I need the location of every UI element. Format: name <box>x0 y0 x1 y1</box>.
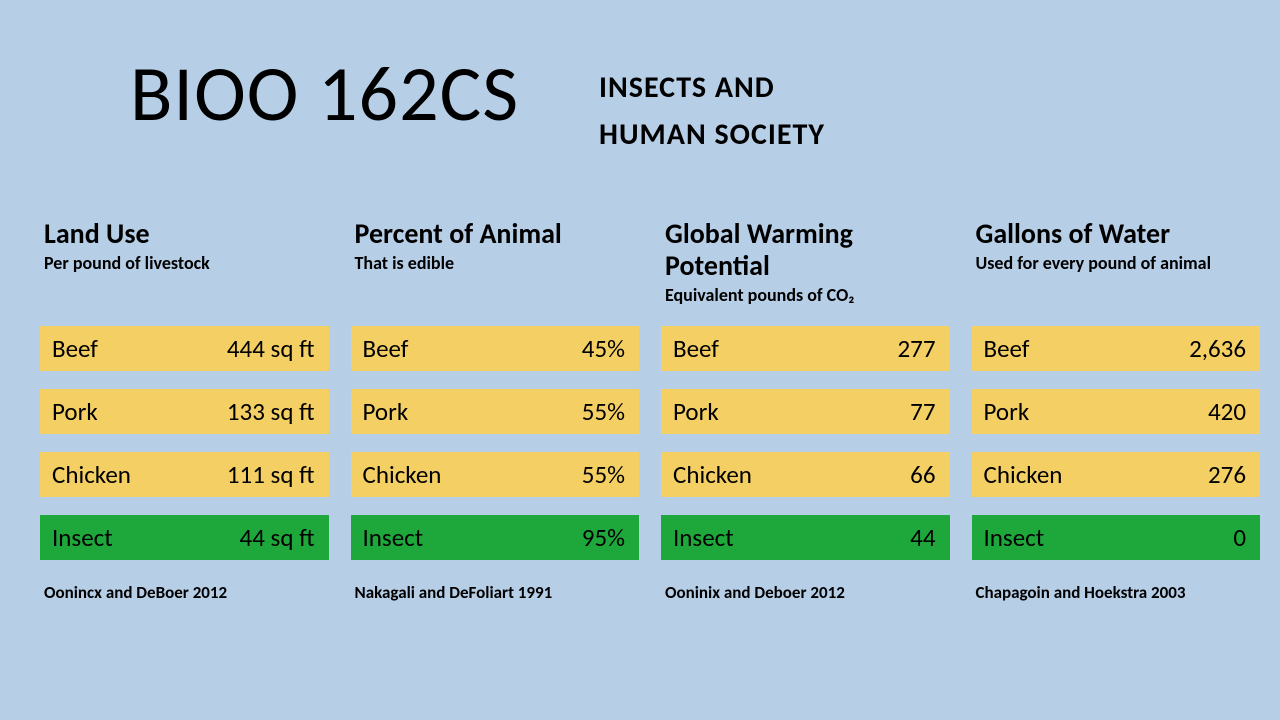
data-row: Beef 277 <box>661 326 950 371</box>
row-value: 133 sq ft <box>227 396 315 427</box>
row-value: 55% <box>582 396 625 427</box>
course-title-line2: HUMAN SOCIETY <box>599 112 825 159</box>
col-water: Gallons of Water Used for every pound of… <box>972 218 1261 603</box>
row-label: Pork <box>52 396 98 427</box>
row-value: 44 <box>910 522 935 553</box>
data-row: Pork 77 <box>661 389 950 434</box>
header: BIOO 162CS INSECTS AND HUMAN SOCIETY <box>0 55 1280 158</box>
citation: Oonincx and DeBoer 2012 <box>40 582 329 603</box>
data-row: Insect 95% <box>351 515 640 560</box>
row-label: Insect <box>52 522 113 553</box>
data-row: Beef 444 sq ft <box>40 326 329 371</box>
row-label: Beef <box>673 333 719 364</box>
data-row: Chicken 66 <box>661 452 950 497</box>
slide: BIOO 162CS INSECTS AND HUMAN SOCIETY Lan… <box>0 0 1280 720</box>
row-value: 0 <box>1233 522 1246 553</box>
col-subtitle: Used for every pound of animal <box>976 252 1261 274</box>
row-value: 111 sq ft <box>227 459 315 490</box>
row-label: Beef <box>52 333 98 364</box>
data-row: Insect 0 <box>972 515 1261 560</box>
data-row: Beef 45% <box>351 326 640 371</box>
col-title: Global Warming Potential <box>665 218 950 282</box>
row-value: 420 <box>1208 396 1246 427</box>
row-label: Pork <box>984 396 1030 427</box>
row-label: Chicken <box>984 459 1063 490</box>
row-value: 66 <box>910 459 935 490</box>
data-row: Chicken 276 <box>972 452 1261 497</box>
data-row: Chicken 111 sq ft <box>40 452 329 497</box>
col-head: Global Warming Potential Equivalent poun… <box>661 218 950 318</box>
course-title-line1: INSECTS AND <box>599 65 825 112</box>
rows: Beef 277 Pork 77 Chicken 66 Insect 44 <box>661 326 950 560</box>
col-gwp: Global Warming Potential Equivalent poun… <box>661 218 950 603</box>
data-row: Chicken 55% <box>351 452 640 497</box>
data-row: Pork 55% <box>351 389 640 434</box>
data-row: Pork 133 sq ft <box>40 389 329 434</box>
col-percent-edible: Percent of Animal That is edible Beef 45%… <box>351 218 640 603</box>
col-title: Percent of Animal <box>355 218 640 250</box>
col-land-use: Land Use Per pound of livestock Beef 444 … <box>40 218 329 603</box>
col-head: Percent of Animal That is edible <box>351 218 640 318</box>
row-value: 95% <box>582 522 625 553</box>
row-label: Chicken <box>673 459 752 490</box>
col-title: Gallons of Water <box>976 218 1261 250</box>
col-head: Gallons of Water Used for every pound of… <box>972 218 1261 318</box>
row-label: Beef <box>363 333 409 364</box>
col-head: Land Use Per pound of livestock <box>40 218 329 318</box>
row-label: Insect <box>984 522 1045 553</box>
row-label: Chicken <box>52 459 131 490</box>
row-value: 277 <box>897 333 935 364</box>
col-subtitle: That is edible <box>355 252 640 274</box>
row-label: Chicken <box>363 459 442 490</box>
citation: Chapagoin and Hoekstra 2003 <box>972 582 1261 603</box>
course-title: INSECTS AND HUMAN SOCIETY <box>599 65 825 158</box>
row-label: Insect <box>363 522 424 553</box>
row-value: 77 <box>910 396 935 427</box>
rows: Beef 444 sq ft Pork 133 sq ft Chicken 111 s… <box>40 326 329 560</box>
citation: Nakagali and DeFoliart 1991 <box>351 582 640 603</box>
col-subtitle: Equivalent pounds of CO₂ <box>665 284 950 306</box>
row-value: 276 <box>1208 459 1246 490</box>
col-subtitle: Per pound of livestock <box>44 252 329 274</box>
row-value: 55% <box>582 459 625 490</box>
data-row: Pork 420 <box>972 389 1261 434</box>
row-label: Beef <box>984 333 1030 364</box>
row-value: 444 sq ft <box>227 333 315 364</box>
data-row: Beef 2,636 <box>972 326 1261 371</box>
course-code: BIOO 162CS <box>130 55 519 133</box>
data-row: Insect 44 <box>661 515 950 560</box>
citation: Ooninix and Deboer 2012 <box>661 582 950 603</box>
row-label: Pork <box>363 396 409 427</box>
rows: Beef 2,636 Pork 420 Chicken 276 Insect 0 <box>972 326 1261 560</box>
data-row: Insect 44 sq ft <box>40 515 329 560</box>
col-title: Land Use <box>44 218 329 250</box>
row-value: 45% <box>582 333 625 364</box>
columns: Land Use Per pound of livestock Beef 444 … <box>40 218 1260 603</box>
rows: Beef 45% Pork 55% Chicken 55% Insect 95% <box>351 326 640 560</box>
row-label: Insect <box>673 522 734 553</box>
row-value: 44 sq ft <box>240 522 315 553</box>
row-label: Pork <box>673 396 719 427</box>
row-value: 2,636 <box>1189 333 1246 364</box>
